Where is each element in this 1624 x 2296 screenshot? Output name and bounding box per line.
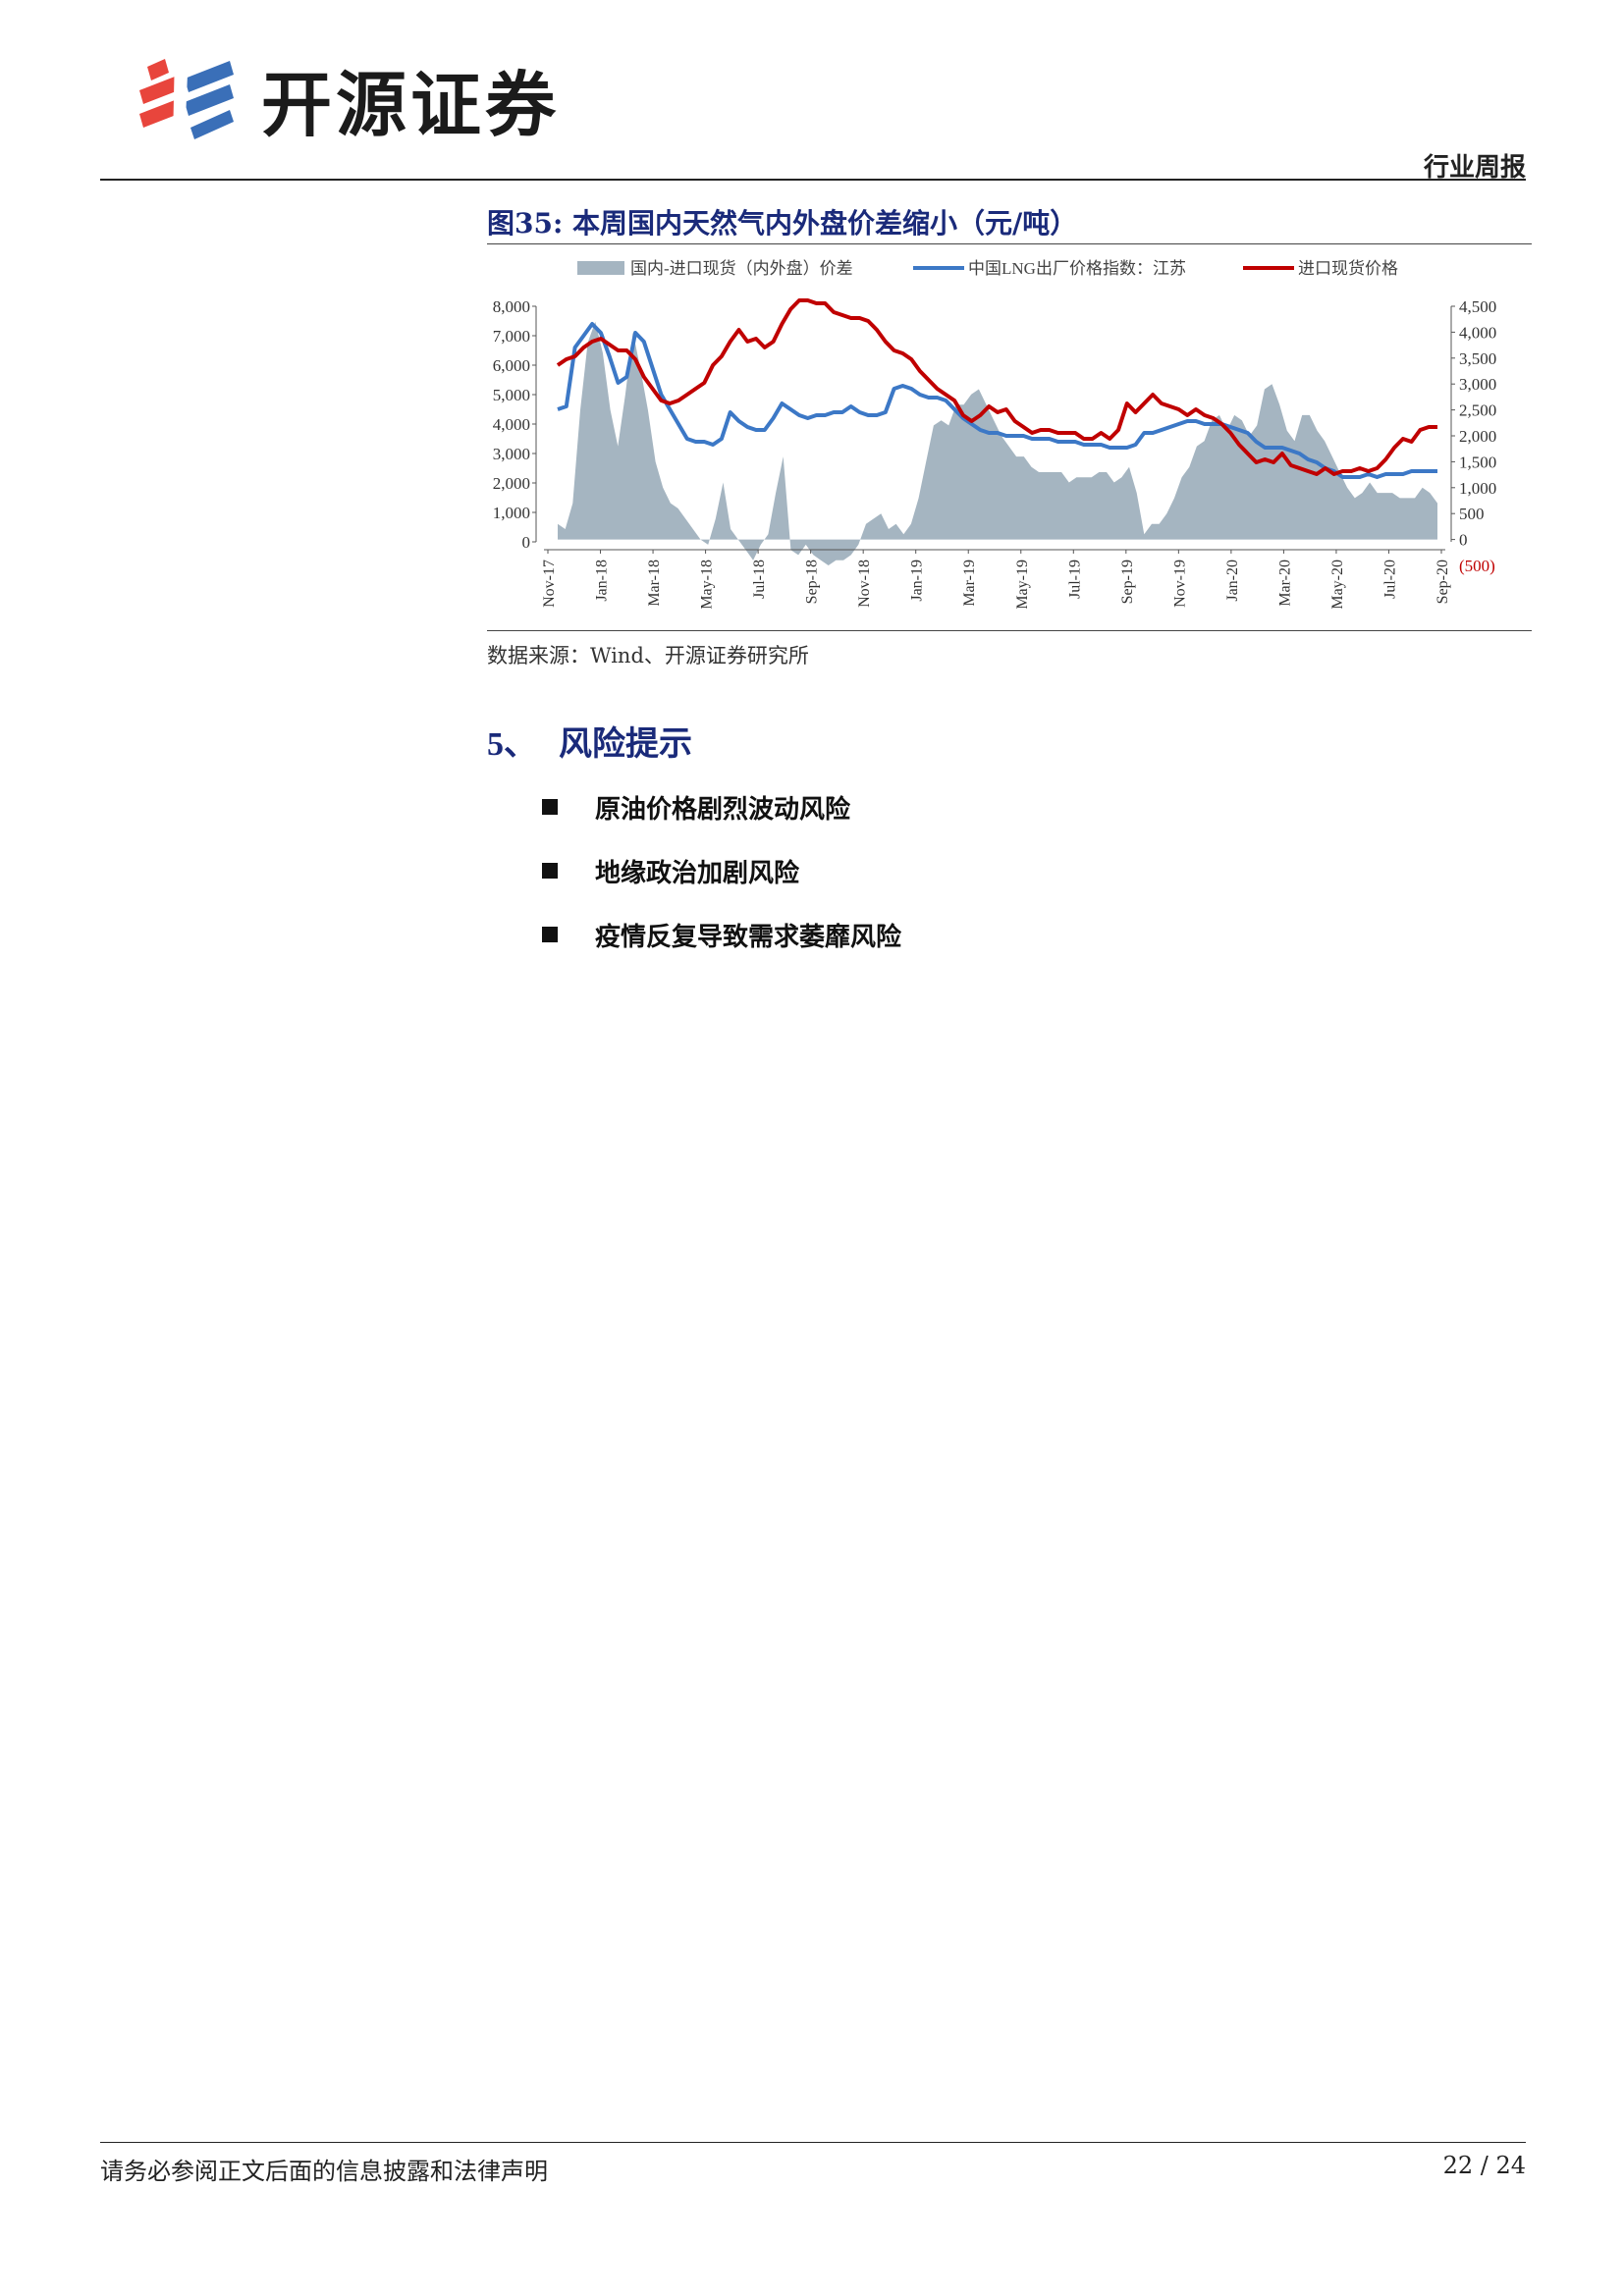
section-title: 风险提示 bbox=[559, 724, 692, 764]
footer-divider bbox=[100, 2142, 1526, 2143]
legend-label-import: 进口现货价格 bbox=[1298, 259, 1398, 278]
x-tick-label: May-20 bbox=[1329, 560, 1346, 610]
right-tick-label: 1,000 bbox=[1459, 479, 1496, 498]
legend-swatch-spread bbox=[577, 261, 624, 275]
bullet-square-icon bbox=[542, 927, 558, 942]
price-spread-chart: 国内-进口现货（内外盘）价差 中国LNG出厂价格指数：江苏 进口现货价格 8,0… bbox=[493, 259, 1497, 610]
document-type: 行业周报 bbox=[1423, 153, 1526, 183]
x-tick-label: Sep-20 bbox=[1435, 560, 1451, 604]
page-number: 22 / 24 bbox=[1442, 2152, 1526, 2179]
left-tick-label: 0 bbox=[522, 533, 531, 552]
right-tick-label: 3,500 bbox=[1459, 349, 1496, 368]
figure-source: 数据来源：Wind、开源证券研究所 bbox=[487, 644, 809, 667]
right-tick-label: 0 bbox=[1459, 531, 1468, 550]
right-tick-label: 2,500 bbox=[1459, 401, 1496, 420]
company-logo: 开源证券 bbox=[135, 49, 560, 147]
left-tick-label: 6,000 bbox=[493, 356, 530, 375]
x-tick-label: Mar-20 bbox=[1276, 560, 1293, 607]
right-tick-label: 4,000 bbox=[1459, 323, 1496, 342]
lng-price-line bbox=[557, 322, 1437, 479]
bullet-square-icon bbox=[542, 799, 558, 815]
x-tick-label: Mar-19 bbox=[961, 560, 978, 607]
plot-area bbox=[556, 298, 1437, 565]
x-tick-label: Jan-18 bbox=[594, 560, 611, 602]
footer-disclaimer: 请务必参阅正文后面的信息披露和法律声明 bbox=[100, 2158, 548, 2185]
x-tick-label: Nov-18 bbox=[856, 560, 873, 608]
x-tick-label: Jul-20 bbox=[1381, 560, 1398, 599]
risk-text: 疫情反复导致需求萎靡风险 bbox=[595, 922, 902, 952]
x-tick-label: Mar-18 bbox=[646, 560, 663, 607]
risk-text: 地缘政治加剧风险 bbox=[595, 858, 800, 888]
list-item: 地缘政治加剧风险 bbox=[542, 849, 901, 892]
x-tick-label: May-18 bbox=[699, 560, 716, 610]
x-tick-label: Jul-19 bbox=[1066, 560, 1083, 599]
x-tick-label: Nov-17 bbox=[541, 560, 558, 608]
right-tick-label: 2,000 bbox=[1459, 427, 1496, 446]
chart-axes: 8,000 7,000 6,000 5,000 4,000 3,000 2,000 1,000… bbox=[493, 297, 1497, 610]
legend-label-lng: 中国LNG出厂价格指数：江苏 bbox=[968, 259, 1186, 278]
right-tick-label: 4,500 bbox=[1459, 297, 1496, 316]
left-tick-label: 7,000 bbox=[493, 327, 530, 346]
x-tick-label: Nov-19 bbox=[1171, 560, 1188, 608]
chart-top-rule bbox=[487, 243, 1532, 244]
right-tick-label: (500) bbox=[1459, 557, 1495, 575]
bullet-square-icon bbox=[542, 863, 558, 879]
left-tick-label: 4,000 bbox=[493, 415, 530, 434]
chart-bottom-rule bbox=[487, 630, 1532, 631]
legend-label-spread: 国内-进口现货（内外盘）价差 bbox=[630, 259, 853, 278]
spread-area bbox=[558, 321, 1437, 565]
risk-text: 原油价格剧烈波动风险 bbox=[595, 794, 851, 825]
risk-list: 原油价格剧烈波动风险 地缘政治加剧风险 疫情反复导致需求萎靡风险 bbox=[542, 785, 901, 977]
left-tick-label: 1,000 bbox=[493, 504, 530, 522]
x-tick-label: May-19 bbox=[1014, 560, 1031, 610]
left-tick-label: 2,000 bbox=[493, 474, 530, 493]
x-tick-label: Sep-19 bbox=[1119, 560, 1136, 604]
left-tick-label: 8,000 bbox=[493, 297, 530, 316]
chart-legend: 国内-进口现货（内外盘）价差 中国LNG出厂价格指数：江苏 进口现货价格 bbox=[577, 259, 1398, 278]
right-tick-label: 500 bbox=[1459, 505, 1485, 523]
import-price-line bbox=[556, 298, 1437, 476]
figure-title: 图35: 本周国内天然气内外盘价差缩小（元/吨） bbox=[487, 207, 1078, 240]
logo-mark-icon bbox=[139, 51, 234, 143]
company-name: 开源证券 bbox=[261, 63, 561, 146]
x-tick-label: Sep-18 bbox=[804, 560, 821, 604]
list-item: 疫情反复导致需求萎靡风险 bbox=[542, 913, 901, 956]
left-tick-label: 5,000 bbox=[493, 386, 530, 404]
right-tick-label: 3,000 bbox=[1459, 375, 1496, 394]
left-tick-label: 3,000 bbox=[493, 445, 530, 463]
x-tick-label: Jul-18 bbox=[751, 560, 768, 599]
section-number: 5、 bbox=[487, 726, 537, 763]
section-heading: 5、 风险提示 bbox=[487, 717, 692, 765]
list-item: 原油价格剧烈波动风险 bbox=[542, 785, 901, 828]
x-tick-label: Jan-20 bbox=[1224, 560, 1241, 602]
x-tick-label: Jan-19 bbox=[909, 560, 926, 602]
right-tick-label: 1,500 bbox=[1459, 453, 1496, 471]
header-divider bbox=[100, 179, 1526, 181]
